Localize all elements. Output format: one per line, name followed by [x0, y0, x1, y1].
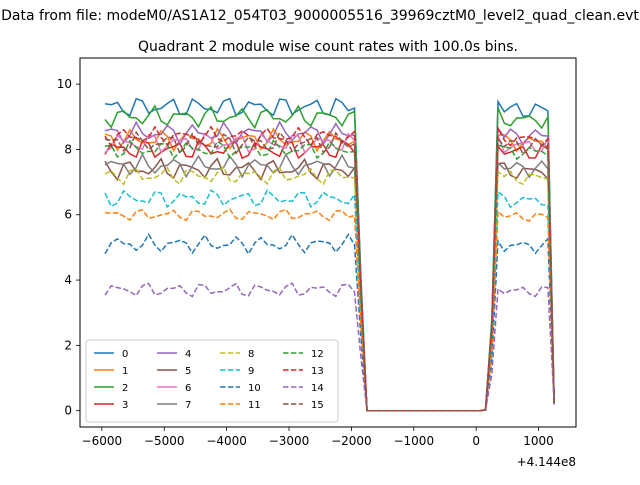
legend-label-12: 12	[311, 349, 324, 360]
legend-label-14: 14	[311, 383, 324, 394]
y-tick-label: 0	[64, 404, 72, 418]
x-tick-label: −2000	[331, 434, 372, 448]
legend-label-6: 6	[185, 383, 191, 394]
legend-label-3: 3	[122, 400, 128, 411]
legend-label-9: 9	[248, 366, 254, 377]
chart-title: Quadrant 2 module wise count rates with …	[138, 39, 518, 55]
x-tick-label: 1000	[523, 434, 554, 448]
legend-frame	[85, 339, 339, 423]
series-line-15	[104, 130, 555, 412]
y-tick-label: 6	[64, 208, 72, 222]
x-tick-label: −5000	[144, 434, 185, 448]
series-layer	[104, 97, 555, 412]
y-tick-label: 2	[64, 338, 72, 352]
x-tick-label: −6000	[82, 434, 123, 448]
series-line-11	[104, 208, 555, 412]
legend-label-5: 5	[185, 366, 191, 377]
x-tick-label: −4000	[206, 434, 247, 448]
plot-frame	[79, 57, 577, 428]
legend-label-11: 11	[248, 400, 261, 411]
x-tick-label: −3000	[269, 434, 310, 448]
x-axis-offset-label: +4.144e8	[517, 455, 576, 469]
legend-label-7: 7	[185, 400, 191, 411]
figure-suptitle: Data from file: modeM0/AS1A12_054T03_900…	[1, 8, 639, 24]
legend-label-10: 10	[248, 383, 261, 394]
legend-label-8: 8	[248, 349, 254, 360]
y-tick-label: 10	[57, 77, 72, 91]
legend-label-15: 15	[311, 400, 324, 411]
x-tick-label: 0	[472, 434, 480, 448]
y-tick-label: 8	[64, 142, 72, 156]
legend-label-0: 0	[122, 349, 128, 360]
legend-label-1: 1	[122, 366, 128, 377]
axis-layer: −6000 −5000 −4000 −3000 −2000 −1000 0 1000 0 2 4 6 8…	[57, 77, 554, 448]
y-tick-label: 4	[64, 273, 72, 287]
legend-label-4: 4	[185, 349, 191, 360]
legend-label-2: 2	[122, 383, 128, 394]
legend-label-13: 13	[311, 366, 324, 377]
x-tick-label: −1000	[393, 434, 434, 448]
